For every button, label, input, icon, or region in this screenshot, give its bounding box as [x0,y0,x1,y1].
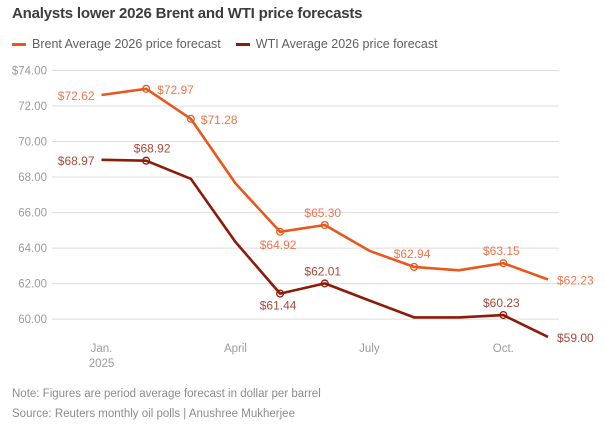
data-point-marker [142,84,151,93]
y-tick-label: 62.00 [18,279,47,291]
data-point-label: $62.01 [304,264,341,278]
data-point-marker [142,156,151,165]
wti-line-swatch-icon [235,42,250,46]
brent-line-swatch-icon [12,42,26,46]
legend-item-wti: WTI Average 2026 price forecast [235,37,438,51]
x-tick-label: Oct. [493,343,514,355]
legend-label-wti: WTI Average 2026 price forecast [255,37,438,51]
data-point-marker [320,279,329,288]
data-point-label: $64.92 [260,238,297,252]
x-tick-label: April [224,343,247,355]
x-tick-label: July [359,343,380,355]
data-point-marker [499,311,508,320]
data-point-label: $68.97 [58,154,95,168]
data-point-label: $71.28 [201,113,238,127]
data-point-label: $61.44 [260,299,297,313]
wti-series-line [101,158,549,339]
chart-title: Analysts lower 2026 Brent and WTI price … [12,5,363,22]
y-tick-label: $74.00 [12,66,47,78]
data-point-label: $60.23 [483,296,520,310]
data-point-label: $72.62 [58,89,95,103]
y-tick-label: 64.00 [18,243,47,255]
y-tick-label: 60.00 [18,314,47,326]
data-point-marker [276,227,285,236]
legend: Brent Average 2026 price forecast WTI Av… [12,37,438,51]
data-point-label: $65.30 [304,206,341,220]
brent-series-line [101,87,549,281]
data-point-label: $59.00 [557,331,594,345]
data-point-label: $62.23 [557,274,594,288]
data-point-marker [409,262,419,271]
y-tick-label: 66.00 [18,208,47,220]
data-point-label: $72.97 [157,83,194,97]
y-tick-label: 70.00 [18,137,47,149]
y-tick-label: 72.00 [18,101,47,113]
legend-label-brent: Brent Average 2026 price forecast [32,37,221,51]
data-point-marker [186,114,195,123]
source-text: Source: Reuters monthly oil polls | Anus… [12,408,295,420]
data-point-label: $62.94 [394,247,431,261]
data-point-marker [320,220,329,230]
data-point-label: $63.15 [483,244,520,258]
y-tick-label: 68.00 [18,172,47,184]
legend-item-brent: Brent Average 2026 price forecast [12,37,221,51]
x-tick-label: Jan. [91,343,113,355]
data-point-label: $68.92 [134,142,171,156]
data-point-marker [499,259,508,268]
note-text: Note: Figures are period average forecas… [12,388,321,400]
data-point-marker [276,289,285,298]
x-tick-sublabel: 2025 [89,358,115,370]
